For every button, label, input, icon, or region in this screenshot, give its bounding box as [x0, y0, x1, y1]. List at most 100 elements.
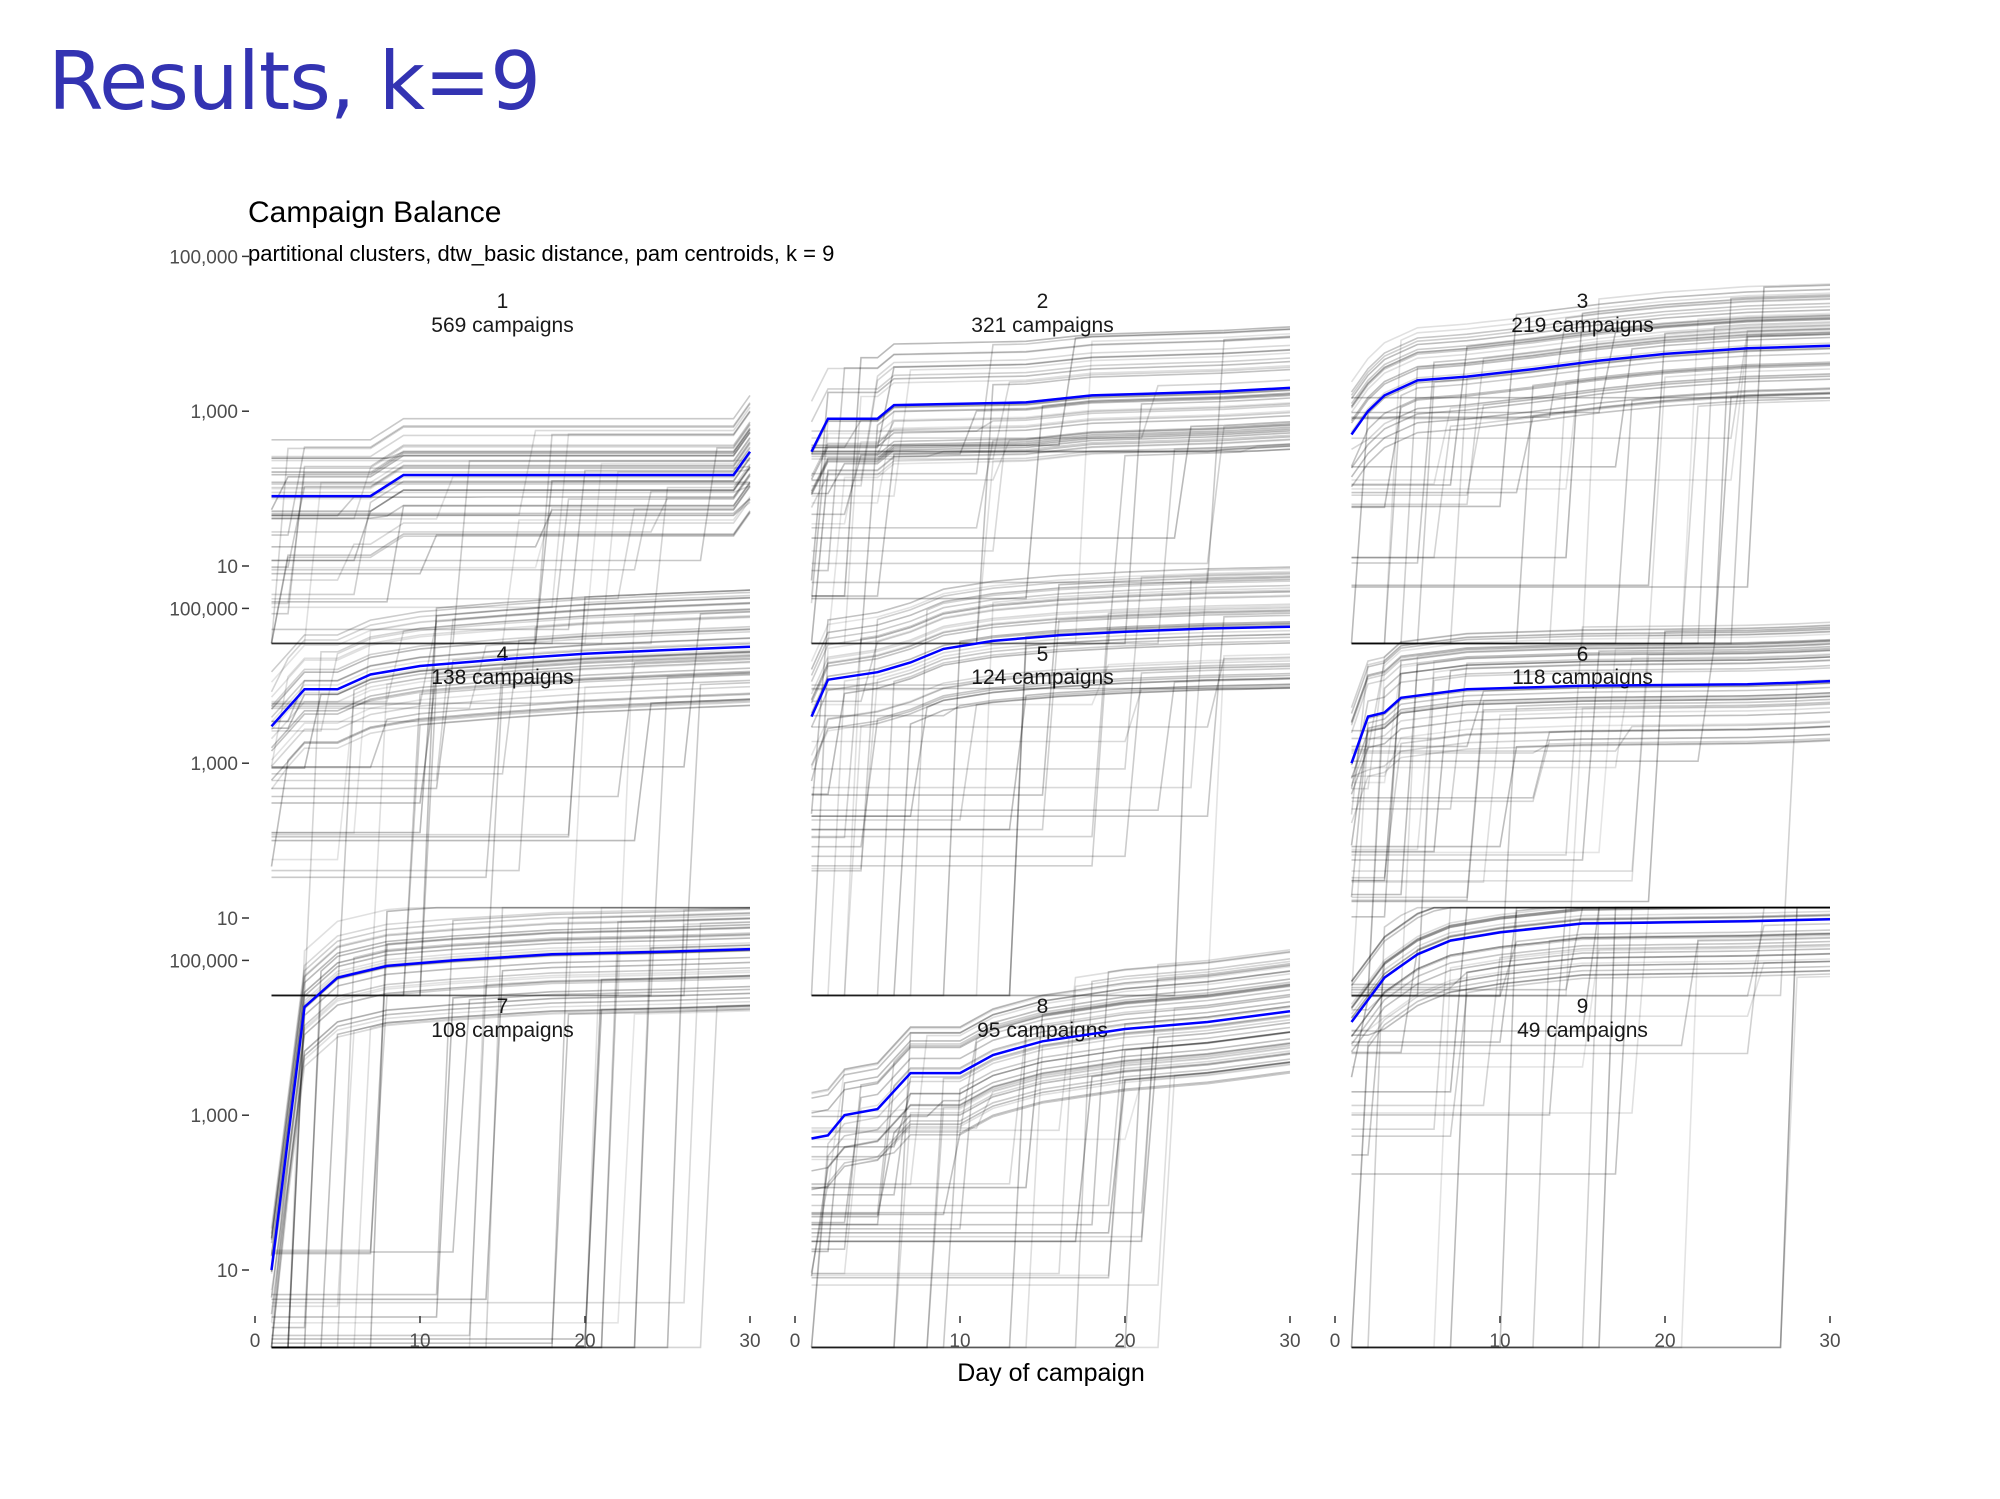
- campaign-series-line: [271, 977, 751, 1252]
- campaign-series-line: [1351, 628, 1831, 751]
- campaign-series-line: [1350, 906, 1830, 982]
- campaign-series-line: [271, 589, 751, 838]
- campaign-series-line: [271, 474, 751, 533]
- facet-count-label: 138 campaigns: [431, 666, 573, 689]
- campaign-series-line: [811, 658, 1291, 706]
- campaign-series-line: [1351, 298, 1831, 419]
- campaign-series-line: [1350, 316, 1831, 407]
- campaign-series-line: [811, 653, 1291, 997]
- campaign-series-line: [271, 642, 751, 790]
- campaign-series-line: [1351, 332, 1831, 481]
- campaign-series-line: [811, 633, 1291, 997]
- campaign-series-line: [810, 389, 1291, 455]
- campaign-series-line: [271, 485, 751, 600]
- campaign-series-line: [1351, 391, 1831, 420]
- campaign-series-line: [1351, 725, 1831, 740]
- campaign-series-line: [811, 663, 1291, 686]
- campaign-series-line: [1351, 934, 1831, 1011]
- campaign-series-line: [1350, 318, 1831, 409]
- campaign-series-line: [271, 427, 751, 474]
- campaign-series-line: [271, 1010, 751, 1324]
- y-tick-label: 100,000: [169, 599, 238, 620]
- campaign-series-line: [1350, 387, 1831, 478]
- campaign-series-line: [811, 686, 1291, 821]
- campaign-series-line: [1351, 944, 1831, 1068]
- campaign-series-line: [1350, 362, 1831, 467]
- campaign-series-line: [811, 591, 1291, 997]
- campaign-series-line: [811, 1046, 1291, 1112]
- campaign-series-line: [1351, 725, 1831, 799]
- campaign-series-line: [271, 457, 751, 596]
- x-tick-label: 30: [739, 1331, 760, 1352]
- campaign-series-line: [811, 445, 1291, 645]
- facet-panel-8: 895 campaigns: [810, 949, 1291, 1349]
- campaign-series-line: [1351, 373, 1831, 450]
- campaign-series-line: [810, 591, 1291, 683]
- campaign-series-line: [1350, 932, 1831, 1037]
- x-tick-label: 10: [949, 1331, 970, 1352]
- campaign-series-line: [1350, 906, 1830, 982]
- campaign-series-line: [271, 411, 751, 458]
- campaign-series-line: [1350, 948, 1831, 1053]
- campaign-series-line: [271, 394, 751, 441]
- campaign-series-line: [1351, 324, 1831, 587]
- campaign-series-line: [810, 1058, 1291, 1273]
- campaign-series-line: [811, 633, 1291, 870]
- campaign-series-line: [811, 683, 1291, 831]
- campaign-series-line: [811, 1070, 1291, 1216]
- chart-title: Campaign Balance: [248, 196, 502, 229]
- campaign-series-line: [811, 352, 1291, 497]
- campaign-series-line: [810, 389, 1291, 604]
- centroid-line: [811, 1010, 1291, 1140]
- campaign-series-line: [811, 1005, 1291, 1207]
- campaign-series-line: [811, 595, 1291, 703]
- campaign-series-line: [271, 609, 751, 997]
- campaign-series-line: [271, 651, 751, 730]
- campaign-series-line: [811, 640, 1291, 997]
- campaign-series-line: [1351, 654, 1831, 810]
- campaign-series-line: [811, 580, 1291, 997]
- campaign-series-line: [1351, 288, 1831, 508]
- campaign-series-line: [271, 907, 751, 1349]
- campaign-series: [1350, 906, 1831, 1349]
- campaign-series-line: [271, 944, 751, 1349]
- campaign-series-line: [811, 1061, 1291, 1191]
- campaign-series-line: [1351, 348, 1831, 645]
- campaign-series-line: [811, 567, 1291, 789]
- campaign-series-line: [1351, 906, 1830, 1175]
- campaign-series-line: [270, 923, 751, 1239]
- campaign-series-line: [271, 1008, 751, 1344]
- campaign-series-line: [1351, 692, 1831, 899]
- campaign-series-line: [1350, 914, 1831, 1019]
- campaign-series-line: [1351, 649, 1831, 784]
- campaign-series-line: [271, 681, 751, 997]
- campaign-series-line: [1351, 953, 1831, 1349]
- campaign-series-line: [1351, 929, 1831, 998]
- campaign-series-line: [810, 664, 1291, 756]
- campaign-series-line: [271, 611, 751, 768]
- slide-title: Results, k=9: [48, 35, 541, 128]
- campaign-series-line: [271, 949, 751, 1349]
- campaign-series-line: [271, 423, 751, 520]
- campaign-series-line: [1351, 906, 1830, 1349]
- campaign-series-line: [270, 596, 751, 693]
- x-tick-label: 30: [1279, 1331, 1300, 1352]
- campaign-series-line: [271, 610, 751, 732]
- y-tick-label: 1,000: [190, 402, 238, 423]
- campaign-series-line: [1351, 658, 1831, 851]
- campaign-series-line: [811, 973, 1291, 1186]
- campaign-series-line: [1350, 314, 1831, 405]
- campaign-series-line: [1351, 352, 1831, 645]
- campaign-series-line: [811, 1006, 1291, 1275]
- campaign-series-line: [270, 933, 751, 1256]
- campaign-series-line: [811, 423, 1291, 516]
- campaign-series-line: [811, 950, 1291, 1226]
- campaign-series-line: [271, 655, 751, 804]
- campaign-series-line: [1350, 322, 1831, 413]
- campaign-series: [270, 394, 751, 645]
- campaign-series-line: [1351, 943, 1831, 1107]
- campaign-series-line: [271, 428, 751, 460]
- campaign-series-line: [1350, 302, 1831, 393]
